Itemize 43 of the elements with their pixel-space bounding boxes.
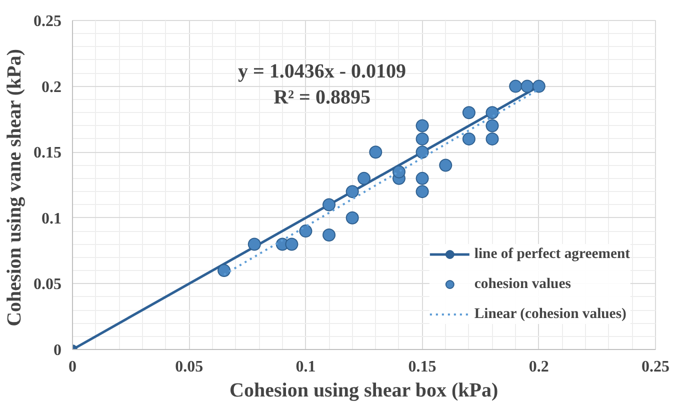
point <box>285 238 298 251</box>
x-tick-label: 0.1 <box>296 358 316 376</box>
y-tick-label: 0.05 <box>34 276 62 294</box>
annotation: R² = 0.8895 <box>274 86 370 109</box>
point <box>369 146 382 159</box>
y-tick-label: 0.2 <box>42 78 62 96</box>
point <box>509 80 522 93</box>
point <box>392 165 406 178</box>
point <box>416 146 429 159</box>
point <box>462 106 476 120</box>
point <box>322 198 336 212</box>
point <box>358 172 370 185</box>
point <box>486 119 499 132</box>
point <box>486 106 499 120</box>
point <box>248 238 261 251</box>
point <box>346 211 359 224</box>
point <box>416 132 429 146</box>
x-tick-label: 0.2 <box>528 358 549 376</box>
x-tick-label: 0.15 <box>408 358 436 376</box>
y-tick-label: 0 <box>54 342 62 359</box>
x-tick-label: 0.05 <box>175 358 204 376</box>
x-tick-label: 0 <box>68 358 76 376</box>
point <box>416 119 429 132</box>
legend-label: line of perfect agreement <box>474 246 630 262</box>
point <box>486 132 499 146</box>
annotation: y = 1.0436x - 0.0109 <box>238 60 406 82</box>
point <box>416 172 429 185</box>
y-axis-title: Cohesion using vane shear (kPa) <box>4 48 26 326</box>
point <box>218 264 231 278</box>
legend-label: Linear (cohesion values) <box>474 306 626 322</box>
point <box>299 224 312 238</box>
x-tick-label: 0.25 <box>642 358 670 376</box>
point <box>322 228 336 242</box>
legend-label: cohesion values <box>474 276 571 292</box>
y-tick-label: 0.25 <box>34 13 62 30</box>
point <box>346 185 359 198</box>
point <box>520 80 534 93</box>
y-tick-label: 0.15 <box>34 144 62 162</box>
y-tick-label: 0.1 <box>42 210 62 228</box>
point <box>439 158 452 172</box>
x-axis-title: Cohesion using shear box (kPa) <box>230 380 498 402</box>
point <box>462 132 476 146</box>
point <box>416 185 429 198</box>
